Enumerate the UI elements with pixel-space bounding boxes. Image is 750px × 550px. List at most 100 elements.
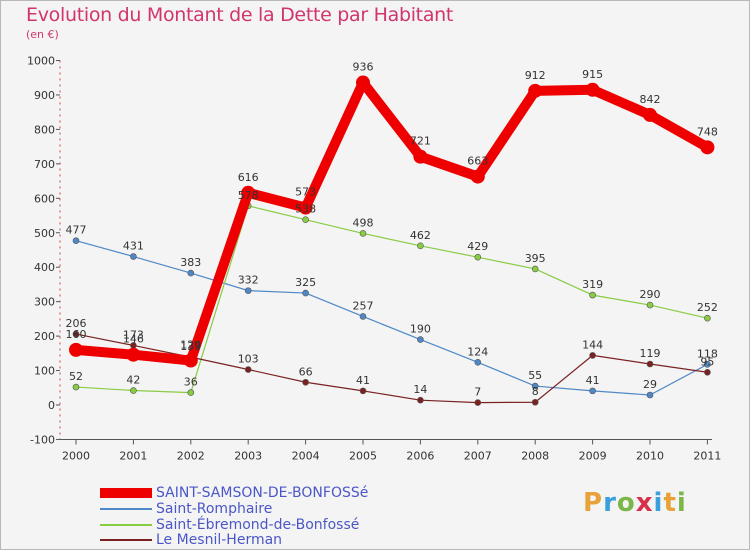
data-point [244, 287, 252, 294]
data-label: 290 [640, 288, 661, 301]
data-point [302, 216, 309, 223]
data-point [704, 314, 711, 322]
y-tick-label: 700 [34, 158, 55, 171]
data-point [643, 107, 657, 122]
data-point [298, 200, 313, 215]
legend-swatch [100, 538, 152, 541]
data-label: 119 [640, 347, 661, 360]
data-point [474, 358, 482, 366]
data-point [72, 330, 80, 338]
data-point [130, 253, 137, 260]
proxiti-logo: Proxiti [583, 488, 687, 518]
data-label: 383 [180, 256, 201, 269]
y-tick-label: 500 [34, 227, 55, 240]
data-label: 144 [582, 338, 603, 351]
data-label: 477 [66, 224, 87, 237]
data-point [126, 347, 141, 362]
data-label: 41 [586, 374, 600, 387]
data-point [585, 82, 600, 97]
data-label: 721 [410, 135, 431, 148]
y-tick-label: 800 [34, 123, 55, 136]
data-label: 118 [697, 347, 718, 360]
x-tick-label: 2011 [693, 449, 721, 462]
x-tick-label: 2009 [579, 449, 607, 462]
legend-swatch [100, 507, 152, 510]
data-point [646, 391, 654, 399]
data-point [474, 399, 482, 406]
x-tick-label: 2003 [234, 449, 262, 462]
data-label: 103 [238, 353, 259, 366]
data-label: 7 [474, 386, 481, 399]
legend-label: Le Mesnil-Herman [156, 531, 283, 548]
data-label: 124 [467, 345, 488, 358]
data-point [646, 301, 654, 309]
data-label: 915 [582, 68, 603, 81]
data-label: 42 [126, 374, 140, 387]
data-point [356, 75, 370, 90]
data-point [646, 360, 654, 368]
legend-label: Saint-Ébremond-de-Bonfossé [156, 516, 360, 533]
data-label: 14 [413, 383, 427, 396]
data-label: 190 [410, 323, 431, 336]
y-tick-label: 400 [34, 261, 55, 274]
data-point [72, 237, 80, 244]
data-point [187, 269, 195, 277]
chart-subtitle: (en €) [26, 28, 59, 41]
data-point [470, 169, 485, 184]
data-point [417, 242, 424, 250]
y-tick-label: 0 [48, 399, 55, 412]
x-tick-label: 2008 [521, 449, 549, 462]
data-label: 252 [697, 301, 718, 314]
series-line-0 [71, 77, 713, 366]
x-tick-label: 2006 [406, 449, 434, 462]
data-label: 498 [353, 216, 374, 229]
legend-label: Saint-Romphaire [156, 500, 273, 517]
data-label: 206 [66, 317, 87, 330]
legend-label: SAINT-SAMSON-DE-BONFOSSé [156, 484, 369, 501]
data-point [302, 289, 309, 297]
data-point [704, 361, 711, 368]
data-label: 173 [123, 328, 144, 341]
legend-item: Saint-Romphaire [100, 500, 273, 517]
x-tick-label: 2001 [119, 449, 147, 462]
data-label: 332 [238, 274, 259, 287]
data-point [700, 140, 715, 155]
x-tick-label: 2004 [292, 449, 320, 462]
data-label: 842 [640, 93, 661, 106]
data-label: 36 [184, 376, 198, 389]
data-label: 146 [123, 333, 144, 346]
data-label: 748 [697, 125, 718, 138]
legend-swatch [100, 523, 152, 526]
series-line-1 [75, 240, 709, 396]
x-tick-label: 2002 [177, 449, 205, 462]
data-label: 160 [66, 328, 87, 341]
data-point [130, 387, 137, 394]
series-line-2 [75, 205, 709, 394]
x-tick-label: 2010 [636, 449, 664, 462]
data-label: 95 [700, 355, 714, 368]
x-tick-label: 2005 [349, 449, 377, 462]
data-label: 663 [467, 155, 488, 168]
data-point [474, 253, 482, 261]
y-tick-label: 100 [34, 365, 55, 378]
data-label: 8 [532, 385, 539, 398]
data-point [528, 83, 543, 98]
data-label: 139 [180, 340, 201, 353]
data-label: 41 [356, 374, 370, 387]
data-label: 66 [299, 365, 313, 378]
data-label: 257 [353, 299, 374, 312]
data-label: 936 [353, 61, 374, 74]
data-point [531, 265, 539, 273]
data-label: 538 [295, 203, 316, 216]
chart-title: Evolution du Montant de la Dette par Hab… [26, 4, 454, 26]
data-label: 912 [525, 69, 546, 82]
x-tick-label: 2000 [62, 449, 90, 462]
data-point [359, 313, 367, 320]
data-point [417, 396, 424, 404]
data-point [69, 342, 83, 357]
data-label: 578 [238, 189, 259, 202]
data-point [72, 383, 80, 391]
y-tick-label: 300 [34, 296, 55, 309]
y-tick-label: 900 [34, 89, 55, 102]
